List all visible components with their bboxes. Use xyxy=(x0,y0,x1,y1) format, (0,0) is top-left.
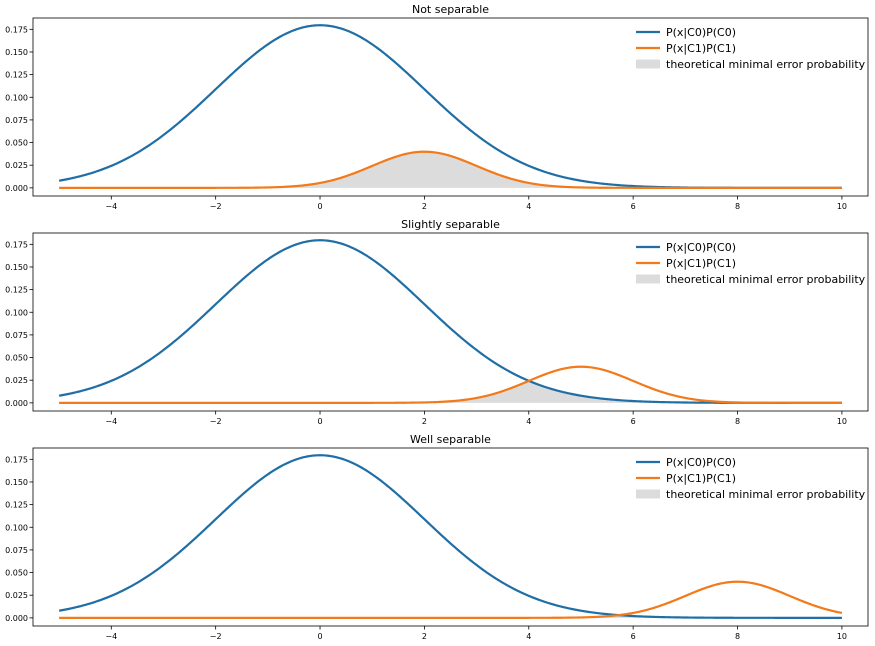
legend-label: theoretical minimal error probability xyxy=(666,273,866,286)
y-tick-label: 0.125 xyxy=(5,71,28,80)
legend-label: P(x|C1)P(C1) xyxy=(666,472,736,485)
subplot-3: −4 −2 0 2 4 6 8 10 0.000 0.025 0.050 0.075 0.100 0.12… xyxy=(5,433,869,641)
subplot-1: −4 −2 0 2 4 6 8 10 0.000 0.025 0.050 0.075 0.100 0.12… xyxy=(5,3,869,211)
x-tick-label: 10 xyxy=(837,202,847,211)
y-tick-label: 0.000 xyxy=(5,614,28,623)
y-tick-label: 0.075 xyxy=(5,331,28,340)
axes-frame xyxy=(32,232,869,412)
x-tick-label: 6 xyxy=(631,417,636,426)
series-line-c0 xyxy=(58,454,842,619)
y-tick-label: 0.050 xyxy=(5,354,28,363)
y-tick-label: 0.100 xyxy=(5,523,28,532)
legend-label: P(x|C1)P(C1) xyxy=(666,42,736,55)
x-tick-label: 2 xyxy=(422,202,427,211)
y-tick-label: 0.025 xyxy=(5,591,28,600)
x-tick-label: −4 xyxy=(105,202,117,211)
x-tick-label: 0 xyxy=(317,202,322,211)
x-tick-label: 4 xyxy=(526,632,531,641)
x-tick-label: 0 xyxy=(317,632,322,641)
x-tick-label: 4 xyxy=(526,202,531,211)
y-tick-label: 0.150 xyxy=(5,263,28,272)
axes-frame xyxy=(32,17,869,197)
x-tick-label: −4 xyxy=(105,417,117,426)
legend-label: P(x|C0)P(C0) xyxy=(666,26,736,39)
y-tick-label: 0.050 xyxy=(5,139,28,148)
x-tick-label: 2 xyxy=(422,632,427,641)
x-tick-label: 10 xyxy=(837,632,847,641)
x-tick-label: −2 xyxy=(210,632,222,641)
x-tick-label: 6 xyxy=(631,632,636,641)
x-tick-label: 4 xyxy=(526,417,531,426)
y-tick-label: 0.125 xyxy=(5,286,28,295)
x-tick-label: 8 xyxy=(735,202,740,211)
x-tick-label: 10 xyxy=(837,417,847,426)
subplot-title: Not separable xyxy=(412,3,489,16)
y-tick-label: 0.025 xyxy=(5,161,28,170)
x-tick-label: −2 xyxy=(210,417,222,426)
legend: P(x|C0)P(C0) P(x|C1)P(C1) theoretical mini… xyxy=(636,26,866,71)
y-tick-label: 0.150 xyxy=(5,48,28,57)
legend-label: P(x|C1)P(C1) xyxy=(666,257,736,270)
legend-label: P(x|C0)P(C0) xyxy=(666,241,736,254)
x-tick-label: 2 xyxy=(422,417,427,426)
y-tick-label: 0.075 xyxy=(5,546,28,555)
legend-patch-swatch xyxy=(636,489,660,499)
series-line-c1 xyxy=(59,150,842,189)
x-tick-label: 6 xyxy=(631,202,636,211)
y-tick-label: 0.000 xyxy=(5,399,28,408)
y-tick-label: 0.000 xyxy=(5,184,28,193)
y-tick-label: 0.150 xyxy=(5,478,28,487)
subplot-2: −4 −2 0 2 4 6 8 10 0.000 0.025 0.050 0.075 0.100 0.12… xyxy=(5,218,869,426)
legend-label: theoretical minimal error probability xyxy=(666,58,866,71)
subplot-title: Slightly separable xyxy=(401,218,500,231)
y-tick-label: 0.025 xyxy=(5,376,28,385)
x-tick-label: 0 xyxy=(317,417,322,426)
legend-patch-swatch xyxy=(636,274,660,284)
error-probability-fill xyxy=(59,380,842,403)
axes-frame xyxy=(32,447,869,627)
x-tick-label: −4 xyxy=(105,632,117,641)
error-probability-fill xyxy=(59,151,842,188)
legend-patch-swatch xyxy=(636,59,660,69)
y-tick-label: 0.075 xyxy=(5,116,28,125)
y-tick-label: 0.100 xyxy=(5,308,28,317)
y-tick-label: 0.175 xyxy=(5,455,28,464)
series-line-c1 xyxy=(59,365,842,404)
y-tick-label: 0.175 xyxy=(5,240,28,249)
legend-label: P(x|C0)P(C0) xyxy=(666,456,736,469)
y-tick-label: 0.125 xyxy=(5,501,28,510)
y-tick-label: 0.100 xyxy=(5,93,28,102)
y-tick-label: 0.050 xyxy=(5,569,28,578)
x-tick-label: 8 xyxy=(735,417,740,426)
legend: P(x|C0)P(C0) P(x|C1)P(C1) theoretical mini… xyxy=(636,241,866,286)
subplot-title: Well separable xyxy=(410,433,491,446)
legend-label: theoretical minimal error probability xyxy=(666,488,866,501)
y-tick-label: 0.175 xyxy=(5,25,28,34)
legend: P(x|C0)P(C0) P(x|C1)P(C1) theoretical mini… xyxy=(636,456,866,501)
x-tick-label: −2 xyxy=(210,202,222,211)
series-line-c0 xyxy=(58,239,842,404)
series-line-c1 xyxy=(59,580,843,619)
x-tick-label: 8 xyxy=(735,632,740,641)
